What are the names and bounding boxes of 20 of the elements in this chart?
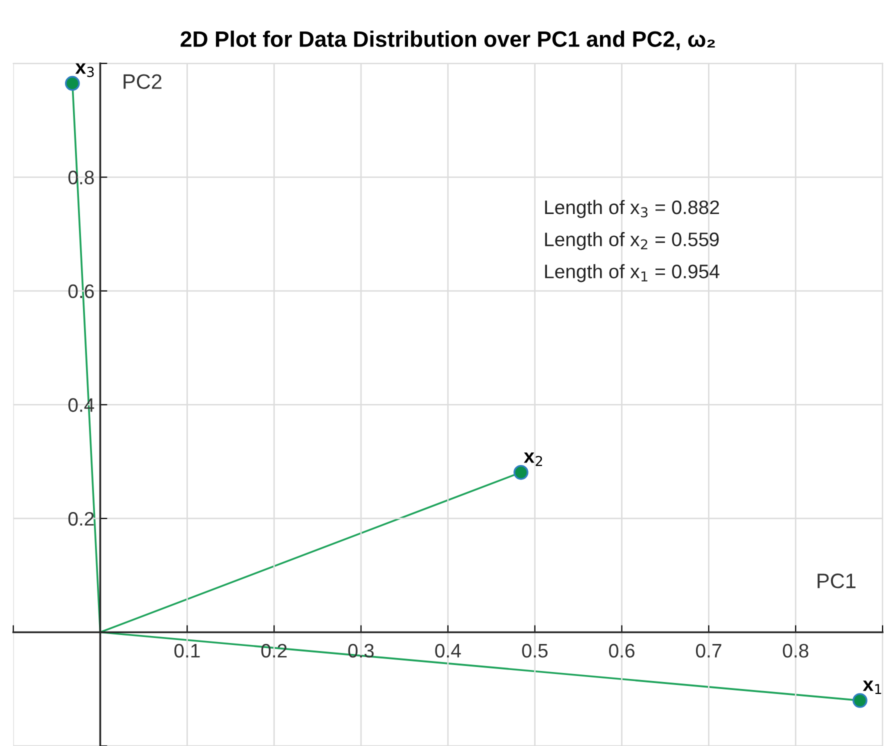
x-tick-label: 0.8 — [782, 644, 808, 658]
y-tick-label: 0.2 — [68, 512, 94, 526]
x-tick-label: 0.6 — [609, 644, 634, 658]
x-axis-title: PC1 — [818, 574, 856, 588]
annotation: Length of x$_{2}$ = 0.559 — [545, 232, 719, 250]
annotation: x$_{3}$ — [75, 63, 94, 78]
x-tick-label: 0.1 — [174, 644, 200, 658]
x-tick-label: 0.4 — [435, 644, 461, 658]
annotation: x$_{2}$ — [524, 452, 542, 466]
y-tick-label: 0.8 — [68, 170, 94, 184]
chart-title: 2D Plot for Data Distribution over PC1 and PC2, ω₂ — [180, 30, 715, 50]
x-tick-label: 0.3 — [348, 644, 374, 658]
annotation: Length of x$_{3}$ = 0.882 — [545, 200, 719, 218]
y-axis-title: PC2 — [124, 74, 162, 89]
annotation: x$_{1}$ — [862, 680, 882, 694]
annotation: Length of x$_{1}$ = 0.954 — [545, 264, 720, 282]
y-tick-label: 0.6 — [68, 284, 94, 298]
y-tick-label: 0.4 — [68, 398, 94, 412]
x-tick-label: 0.7 — [696, 644, 722, 658]
x-tick-label: 0.5 — [522, 644, 548, 658]
